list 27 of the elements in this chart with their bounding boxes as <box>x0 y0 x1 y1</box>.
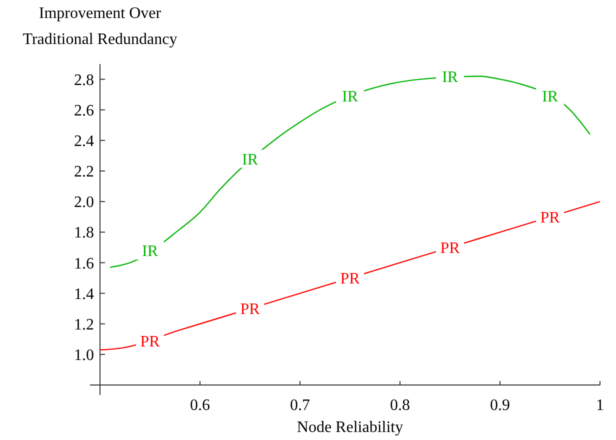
annotation: PR <box>340 270 360 288</box>
annotation: IR <box>542 88 558 106</box>
x-axis-title: Node Reliability <box>296 419 404 436</box>
annotation: PR <box>240 301 260 318</box>
y-tick-label: 2.8 <box>74 72 94 89</box>
y-tick-label: 1.6 <box>74 255 94 272</box>
y-axis-title: Improvement Over Traditional Redundancy <box>22 5 178 48</box>
x-tick-label: 0.8 <box>390 397 410 414</box>
x-tick-label: 1 <box>596 397 604 414</box>
annotation: IR <box>342 88 358 106</box>
y-tick-label: 1.8 <box>74 224 94 242</box>
annotation: PR <box>140 333 160 350</box>
annotation: IR <box>242 151 258 168</box>
annotation: IR <box>142 243 158 260</box>
y-tick-label: 2.4 <box>74 133 94 150</box>
y-tick-label: 1.2 <box>74 316 94 334</box>
annotation: IR <box>442 68 458 86</box>
x-tick-label: 0.9 <box>490 397 510 414</box>
annotation: PR <box>540 209 560 226</box>
y-tick-label: 1.0 <box>74 347 94 364</box>
y-tick-label: 1.4 <box>74 286 94 303</box>
y-tick-label: 2.2 <box>74 164 94 181</box>
y-tick-label: 2.0 <box>74 194 94 212</box>
annotation: PR <box>440 240 460 258</box>
y-tick-label: 2.6 <box>74 102 94 120</box>
x-tick-label: 0.7 <box>290 397 310 414</box>
x-tick-label: 0.6 <box>190 397 210 414</box>
